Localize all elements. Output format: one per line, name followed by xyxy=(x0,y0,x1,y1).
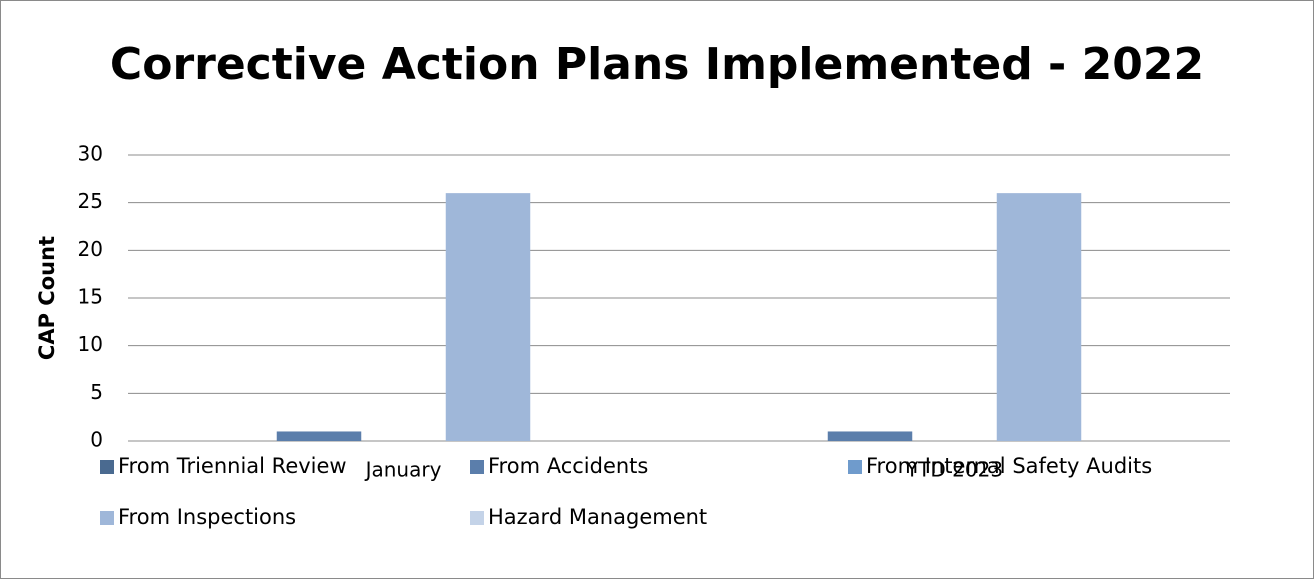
legend-swatch xyxy=(470,511,484,525)
x-tick-label: January xyxy=(364,458,442,482)
y-tick-label: 5 xyxy=(90,380,103,404)
x-tick-label: YTD 2023 xyxy=(905,458,1003,482)
legend-label: Hazard Management xyxy=(488,505,707,529)
bar xyxy=(827,431,913,441)
y-tick-label: 30 xyxy=(78,142,103,166)
legend-swatch xyxy=(100,511,114,525)
legend-label: From Inspections xyxy=(118,505,296,529)
y-tick-label: 0 xyxy=(90,428,103,452)
legend-label: From Internal Safety Audits xyxy=(866,454,1152,478)
y-tick-label: 20 xyxy=(78,237,103,261)
legend-label: From Accidents xyxy=(488,454,648,478)
chart-title: Corrective Action Plans Implemented - 20… xyxy=(110,39,1204,90)
y-axis-label: CAP Count xyxy=(35,236,59,360)
y-tick-label: 25 xyxy=(78,189,103,213)
legend-label: From Triennial Review xyxy=(118,454,347,478)
legend-swatch xyxy=(100,460,114,474)
bar xyxy=(276,431,362,441)
legend-swatch xyxy=(470,460,484,474)
bar xyxy=(996,193,1082,441)
y-tick-label: 15 xyxy=(78,285,103,309)
legend-swatch xyxy=(848,460,862,474)
bar xyxy=(445,193,531,441)
y-tick-label: 10 xyxy=(78,332,103,356)
